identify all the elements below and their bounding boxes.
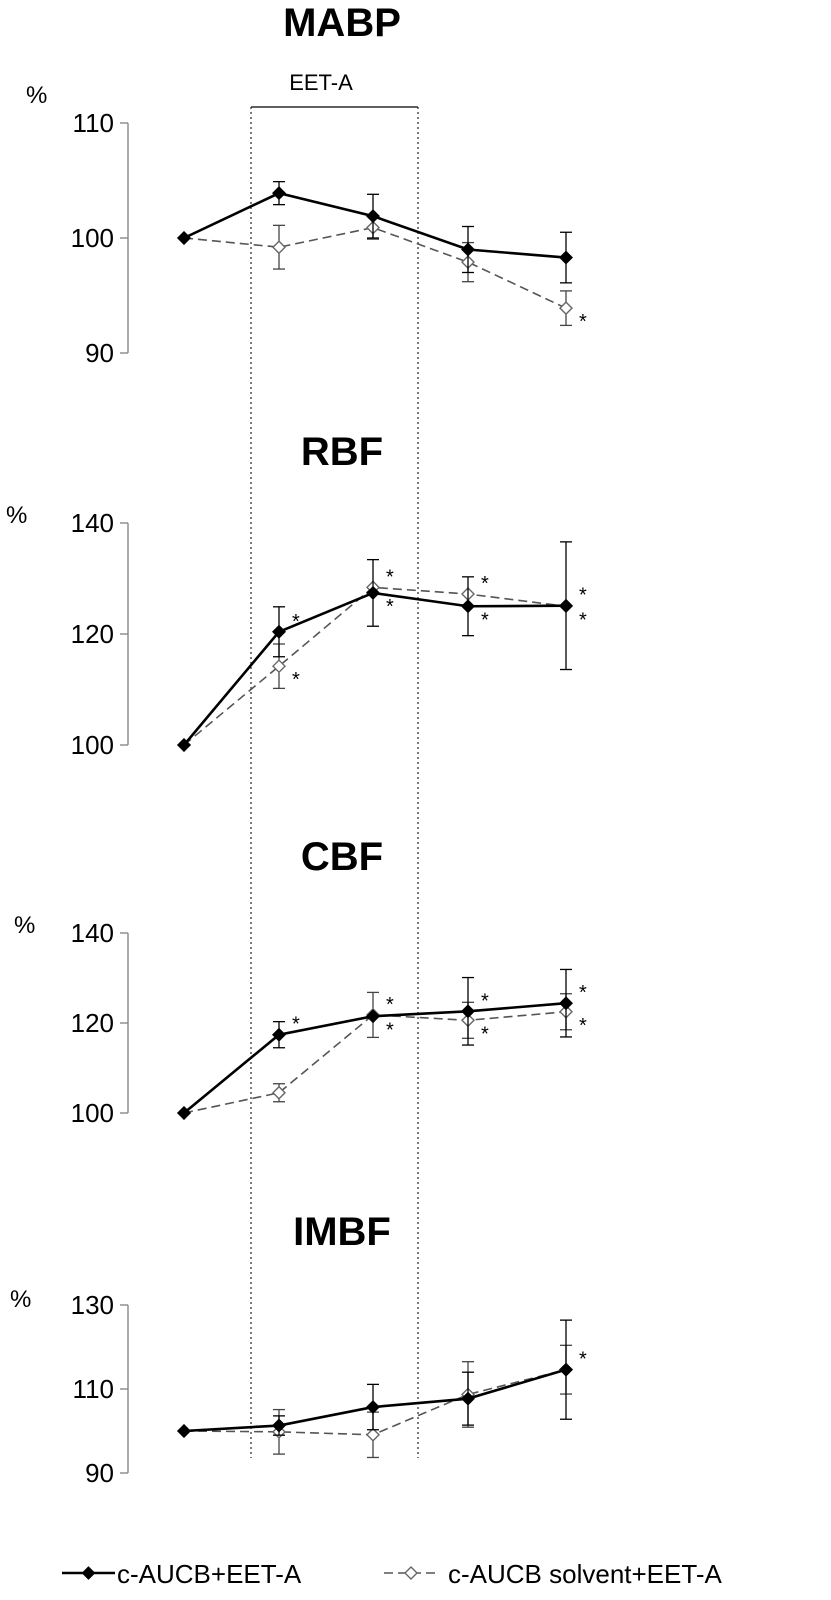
data-point-series1 bbox=[272, 1027, 286, 1042]
data-point-series1 bbox=[461, 242, 475, 257]
data-point-series1 bbox=[177, 231, 191, 245]
panel-mabp: MABP% 90 100 110 * bbox=[26, 1, 587, 368]
data-point-series1 bbox=[461, 599, 475, 614]
significance-star: * bbox=[386, 596, 394, 618]
data-point-series1 bbox=[177, 1424, 191, 1438]
data-point-series1 bbox=[366, 1009, 380, 1024]
data-point-series1 bbox=[366, 585, 380, 600]
data-point-series1 bbox=[559, 598, 573, 613]
legend-marker-series1 bbox=[81, 1566, 96, 1580]
data-point-series1 bbox=[272, 186, 286, 201]
significance-star: * bbox=[579, 585, 587, 607]
significance-star: * bbox=[386, 566, 394, 588]
eet-a-label: EET-A bbox=[289, 70, 353, 95]
data-point-series2 bbox=[272, 1085, 286, 1100]
chart-title-mabp: MABP bbox=[283, 1, 401, 45]
y-unit-label: % bbox=[6, 502, 27, 529]
y-tick-label: 110 bbox=[73, 108, 114, 138]
y-unit-label: % bbox=[14, 912, 35, 939]
chart-title-rbf: RBF bbox=[301, 430, 383, 474]
data-point-series1 bbox=[177, 738, 191, 752]
significance-star: * bbox=[292, 1014, 300, 1036]
data-point-series2 bbox=[559, 301, 573, 316]
data-point-series1 bbox=[177, 1106, 191, 1120]
y-tick-label: 140 bbox=[71, 508, 114, 538]
y-unit-label: % bbox=[10, 1286, 31, 1313]
eet-a-region: EET-A bbox=[250, 70, 419, 1458]
chart-title-imbf: IMBF bbox=[293, 1210, 391, 1254]
significance-star: * bbox=[386, 1019, 394, 1041]
y-tick-label: 120 bbox=[71, 619, 114, 649]
significance-star: * bbox=[579, 982, 587, 1004]
data-point-series2 bbox=[272, 240, 286, 255]
legend-label-series1: c-AUCB+EET-A bbox=[117, 1559, 302, 1589]
y-tick-label: 90 bbox=[85, 1458, 114, 1488]
significance-star: * bbox=[292, 669, 300, 691]
y-tick-label: 110 bbox=[73, 1374, 114, 1404]
y-tick-label: 90 bbox=[85, 338, 114, 368]
y-tick-label: 100 bbox=[71, 1098, 114, 1128]
significance-star: * bbox=[579, 1349, 587, 1371]
significance-star: * bbox=[292, 611, 300, 633]
significance-star: * bbox=[579, 1015, 587, 1037]
data-point-series2 bbox=[272, 659, 286, 674]
series-line-series2 bbox=[183, 586, 567, 746]
panel-cbf: CBF% 100 120 140 * * * * * * * bbox=[14, 835, 587, 1128]
significance-star: * bbox=[386, 994, 394, 1016]
series-line-series1 bbox=[183, 1368, 567, 1433]
data-point-series1 bbox=[461, 1004, 475, 1019]
data-point-series2 bbox=[366, 1427, 380, 1442]
data-point-series1 bbox=[366, 1400, 380, 1415]
y-tick-label: 100 bbox=[71, 223, 114, 253]
data-point-series1 bbox=[559, 996, 573, 1011]
data-point-series1 bbox=[559, 1362, 573, 1377]
significance-star: * bbox=[481, 609, 489, 631]
legend-label-series2: c-AUCB solvent+EET-A bbox=[448, 1559, 722, 1589]
significance-star: * bbox=[481, 990, 489, 1012]
data-point-series1 bbox=[272, 1418, 286, 1433]
legend-entry-series1: c-AUCB+EET-A bbox=[62, 1559, 302, 1589]
data-point-series1 bbox=[272, 624, 286, 639]
significance-star: * bbox=[579, 311, 587, 333]
data-point-series1 bbox=[461, 1391, 475, 1406]
y-tick-label: 100 bbox=[71, 730, 114, 760]
data-point-series1 bbox=[366, 209, 380, 224]
significance-star: * bbox=[481, 1023, 489, 1045]
series-line-series2 bbox=[183, 1010, 567, 1114]
y-tick-label: 120 bbox=[71, 1008, 114, 1038]
panel-imbf: IMBF% 90 110 130 * bbox=[10, 1210, 587, 1488]
chart-title-cbf: CBF bbox=[301, 835, 383, 879]
series-line-series2 bbox=[183, 226, 567, 309]
y-tick-label: 140 bbox=[71, 918, 114, 948]
y-tick-label: 130 bbox=[71, 1290, 114, 1320]
legend: c-AUCB+EET-A c-AUCB solvent+EET-A bbox=[62, 1559, 722, 1589]
series-line-series1 bbox=[183, 591, 567, 746]
significance-star: * bbox=[579, 609, 587, 631]
significance-star: * bbox=[481, 573, 489, 595]
legend-marker-series2 bbox=[404, 1566, 418, 1580]
legend-entry-series2: c-AUCB solvent+EET-A bbox=[384, 1559, 722, 1589]
data-point-series1 bbox=[559, 250, 573, 265]
y-unit-label: % bbox=[26, 82, 47, 109]
